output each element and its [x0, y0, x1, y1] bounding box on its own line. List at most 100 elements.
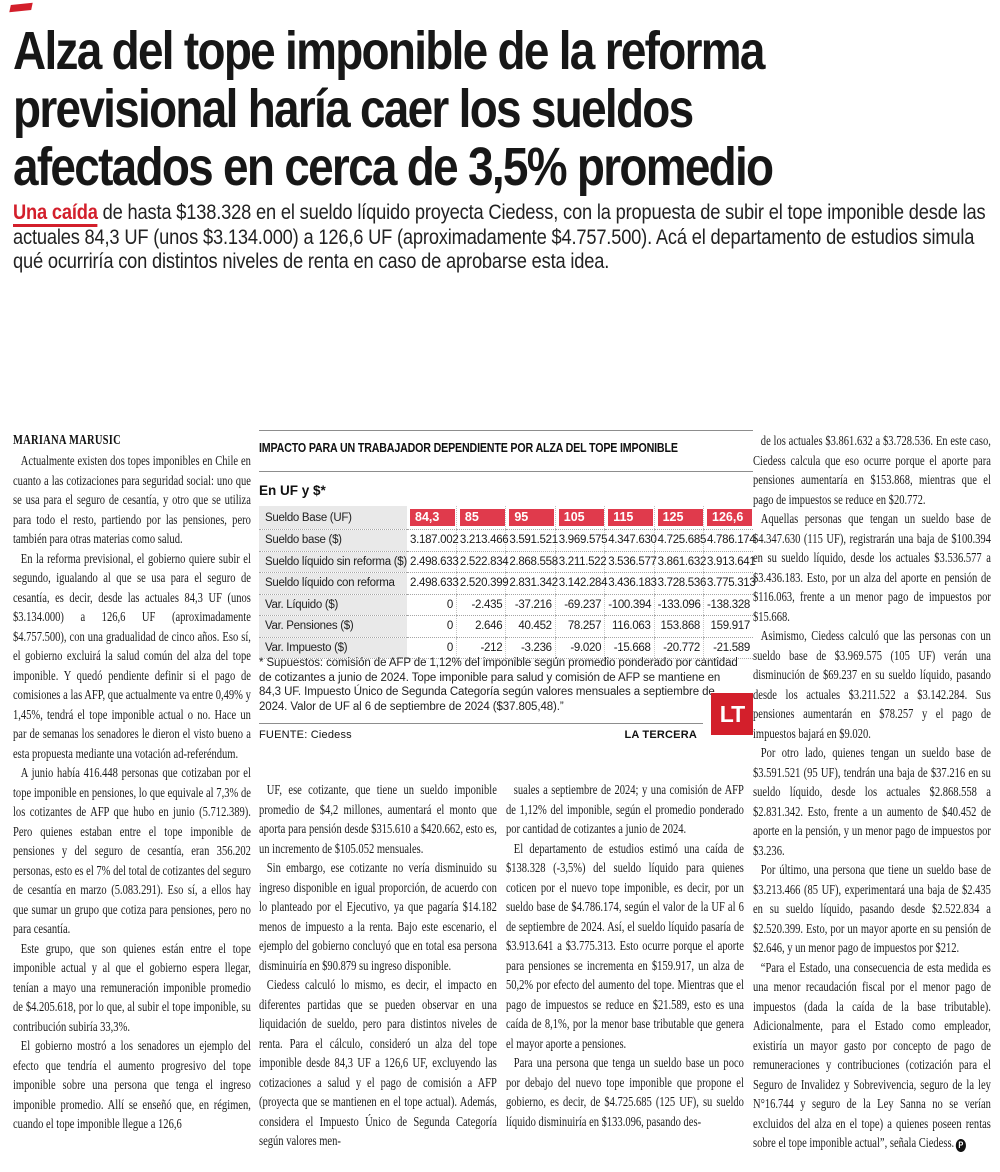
table-value-cell: 2.522.834 [455, 551, 509, 573]
article-paragraph: Sin embargo, ese cotizante no vería dism… [259, 860, 497, 973]
article-paragraph: Para una persona que tenga un sueldo bas… [506, 1055, 744, 1129]
uf-badge: 95 [509, 509, 555, 526]
table-label-cell: Sueldo líquido sin reforma ($) [259, 551, 407, 573]
table-value-cell: -69.237 [554, 594, 605, 616]
table-value-cell: 84,3 [407, 506, 457, 530]
table-row: Var. Impuesto ($) 0 -212 -3.236 -9.020 -15.66… [259, 637, 753, 659]
uf-badge: 126,6 [707, 509, 753, 526]
table-value-cell: -100.394 [604, 594, 655, 616]
article-paragraph: A junio había 416.448 personas que cotiz… [13, 765, 251, 936]
article-end-mark: P [955, 1139, 966, 1152]
table-value-cell: 78.257 [554, 615, 605, 638]
table-value-cell: 3.728.536 [653, 572, 706, 595]
headline-line: afectados en cerca de 3,5% promedio [13, 137, 774, 197]
infographic: IMPACTO PARA UN TRABAJADOR DEPENDIENTE P… [259, 430, 756, 764]
article-paragraph: Por otro lado, quienes tengan un sueldo … [753, 745, 991, 858]
table-value-cell: -212 [455, 637, 506, 659]
article-paragraph: suales a septiembre de 2024; y una comis… [506, 782, 744, 836]
table-value-cell: 3.536.577 [604, 551, 657, 573]
table-value-cell: 125 [653, 506, 704, 530]
infographic-title: IMPACTO PARA UN TRABAJADOR DEPENDIENTE P… [259, 440, 678, 455]
uf-badge: 115 [608, 509, 654, 526]
table-row: Sueldo líquido con reforma 2.498.633 2.520… [259, 572, 756, 595]
table-value-cell: 153.868 [653, 615, 704, 638]
table-value-cell: 2.498.633 [407, 572, 459, 595]
table-value-cell: 3.436.183 [604, 572, 657, 595]
table-value-cell: 116.063 [604, 615, 655, 638]
infographic-credit: LA TERCERA [624, 729, 697, 741]
article-column-4: de los actuales $3.861.632 a $3.728.536.… [753, 431, 991, 1172]
table-value-cell: -20.772 [653, 637, 704, 659]
table-value-cell: 4.786.174 [703, 529, 756, 552]
table-value-cell: 3.913.641 [703, 551, 756, 573]
article-paragraph: Aquellas personas que tengan un sueldo b… [753, 511, 991, 624]
table-value-cell: 0 [407, 637, 457, 659]
table-value-cell: 3.213.466 [455, 529, 509, 552]
divider [259, 723, 703, 724]
table-value-cell: 3.969.575 [554, 529, 608, 552]
table-value-cell: 105 [554, 506, 605, 530]
headline-line: Alza del tope imponible de la reforma [13, 21, 765, 81]
article-paragraph: En la reforma previsional, el gobierno q… [13, 550, 251, 761]
table-value-cell: 2.831.342 [505, 572, 558, 595]
table-value-cell: 0 [407, 615, 457, 638]
article-column-1: MARIANA MARUSIC Actualmente existen dos … [13, 431, 252, 1172]
table-value-cell: 0 [407, 594, 457, 616]
table-value-cell: 2.498.633 [407, 551, 459, 573]
lead-highlight: Una caída [13, 201, 98, 227]
lead-text: de hasta $138.328 en el sueldo líquido p… [13, 201, 986, 273]
lead-paragraph: Una caída de hasta $138.328 en el sueldo… [13, 201, 991, 275]
table-value-cell: 3.142.284 [554, 572, 608, 595]
headline-line: previsional haría caer los sueldos [13, 79, 694, 139]
table-value-cell: 4.725.685 [653, 529, 706, 552]
table-value-cell: 3.861.632 [653, 551, 706, 573]
table-value-cell: 4.347.630 [604, 529, 657, 552]
table-row: Var. Pensiones ($) 0 2.646 40.452 78.257 116.… [259, 615, 753, 638]
article-column-2: UF, ese cotizante, que tiene un sueldo i… [259, 780, 498, 1172]
table-value-cell: 126,6 [703, 506, 753, 530]
article-paragraph: Asimismo, Ciedess calculó que las person… [753, 628, 991, 741]
article-paragraph: “Para el Estado, una consecuencia de est… [753, 959, 991, 1152]
article-paragraph: El gobierno mostró a los senadores un ej… [13, 1038, 251, 1131]
table-label-cell: Var. Impuesto ($) [259, 637, 407, 659]
table-label-cell: Sueldo base ($) [259, 529, 407, 552]
table-value-cell: -21.589 [703, 637, 753, 659]
table-label-cell: Sueldo líquido con reforma [259, 572, 407, 595]
table-value-cell: 3.775.313 [703, 572, 756, 595]
table-value-cell: 2.520.399 [455, 572, 509, 595]
article-paragraph: El departamento de estudios estimó una c… [506, 840, 744, 1051]
table-value-cell: -9.020 [554, 637, 605, 659]
uf-badge: 85 [459, 509, 505, 526]
article-paragraph: de los actuales $3.861.632 a $3.728.536.… [753, 433, 991, 507]
table-value-cell: -15.668 [604, 637, 655, 659]
la-tercera-logo: LT [711, 693, 753, 735]
table-value-cell: -133.096 [653, 594, 704, 616]
article-paragraph: Ciedess calculó lo mismo, es decir, el i… [259, 977, 497, 1148]
table-value-cell: 2.868.558 [505, 551, 558, 573]
table-value-cell: 85 [455, 506, 506, 530]
table-row: Sueldo líquido sin reforma ($) 2.498.633 2… [259, 551, 756, 573]
table-value-cell: -2.435 [455, 594, 506, 616]
table-row: Sueldo base ($) 3.187.002 3.213.466 3.591.5… [259, 529, 756, 552]
byline: MARIANA MARUSIC [13, 432, 121, 447]
table-value-cell: -138.328 [703, 594, 753, 616]
table-value-cell: 3.591.521 [505, 529, 558, 552]
table-value-cell: 2.646 [455, 615, 506, 638]
uf-badge: 84,3 [410, 509, 455, 526]
table-value-cell: 3.211.522 [554, 551, 607, 573]
divider [259, 471, 753, 472]
corner-mark [9, 2, 33, 13]
table-value-cell: -37.216 [505, 594, 556, 616]
lead-wrap: Una caída de hasta $138.328 en el sueldo… [13, 201, 991, 275]
impact-table: Sueldo Base (UF) 84,3 85 95 105 115 125 126,6 Su… [259, 506, 756, 659]
article-paragraph: Por último, una persona que tiene un sue… [753, 862, 991, 955]
article-column-3: suales a septiembre de 2024; y una comis… [506, 780, 746, 1172]
article-paragraph: Actualmente existen dos topes imponibles… [13, 453, 251, 546]
table-value-cell: 40.452 [505, 615, 556, 638]
table-value-cell: -3.236 [505, 637, 556, 659]
infographic-source: FUENTE: Ciedess [259, 729, 352, 741]
table-label-cell: Sueldo Base (UF) [259, 506, 407, 530]
article-paragraph: UF, ese cotizante, que tiene un sueldo i… [259, 782, 497, 856]
table-value-cell: 3.187.002 [407, 529, 459, 552]
